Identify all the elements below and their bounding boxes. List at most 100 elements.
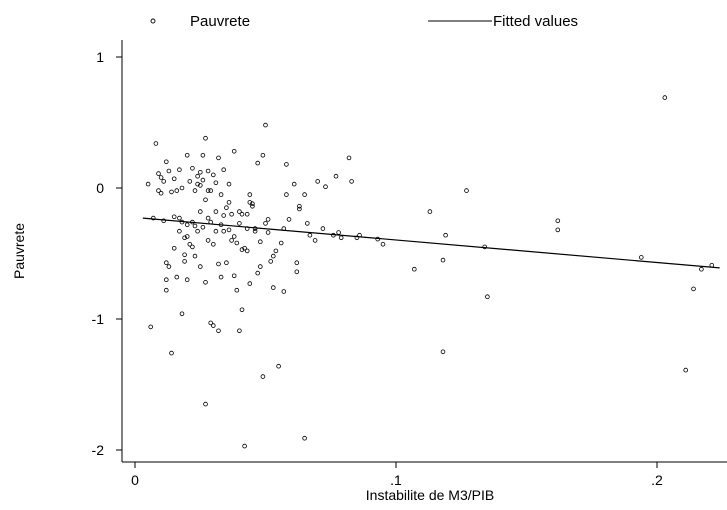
scatter-point xyxy=(247,192,253,197)
scatter-point xyxy=(177,167,182,173)
scatter-point xyxy=(164,277,169,283)
scatter-point xyxy=(205,215,211,221)
scatter-point xyxy=(239,247,245,252)
scatter-point xyxy=(169,350,174,356)
scatter-point xyxy=(247,200,253,205)
scatter-point xyxy=(237,328,242,334)
legend-label-pauvrete: Pauvrete xyxy=(190,13,250,30)
scatter-point xyxy=(184,153,190,158)
fitted-values-line xyxy=(142,217,720,269)
scatter-point xyxy=(683,367,688,373)
scatter-point xyxy=(226,227,232,233)
scatter-point xyxy=(174,274,180,280)
scatter-point xyxy=(349,179,354,184)
scatter-point xyxy=(161,218,167,224)
scatter-point xyxy=(263,122,268,128)
scatter-point xyxy=(250,201,255,207)
y-tick-label: 0 xyxy=(96,180,104,196)
scatter-point xyxy=(231,234,237,239)
scatter-point xyxy=(255,270,261,276)
scatter-point xyxy=(284,192,289,197)
scatter-point xyxy=(443,232,448,238)
scatter-point xyxy=(211,242,216,247)
scatter-point xyxy=(291,181,297,187)
scatter-point xyxy=(380,242,386,247)
scatter-point xyxy=(270,253,276,259)
scatter-point xyxy=(177,228,182,234)
scatter-point xyxy=(346,155,352,161)
scatter-point xyxy=(485,294,490,300)
scatter-point xyxy=(411,266,417,272)
scatter-point xyxy=(257,239,263,245)
scatter-point xyxy=(229,238,234,243)
scatter-point xyxy=(148,324,154,330)
scatter-point xyxy=(171,246,177,251)
scatter-point xyxy=(234,287,240,293)
scatter-point xyxy=(192,188,198,193)
scatter-point xyxy=(307,232,313,238)
scatter-point xyxy=(161,179,167,184)
scatter-point xyxy=(158,175,164,180)
scatter-point xyxy=(338,235,344,241)
scatter-point xyxy=(177,215,182,221)
scatter-point xyxy=(244,248,250,254)
scatter-point xyxy=(336,230,341,235)
scatter-point xyxy=(257,264,263,269)
legend: Pauvrete Fitted values xyxy=(150,13,578,30)
scatter-point xyxy=(164,287,169,293)
scatter-point xyxy=(226,181,232,187)
legend-label-fitted: Fitted values xyxy=(493,13,578,30)
scatter-point xyxy=(297,204,302,209)
scatter-point xyxy=(286,217,292,222)
scatter-point xyxy=(273,248,279,254)
y-tick-label: -1 xyxy=(92,311,105,327)
x-axis-title: Instabilite de M3/PIB xyxy=(366,487,494,503)
scatter-point xyxy=(195,181,200,187)
scatter-point xyxy=(270,285,276,290)
scatter-point xyxy=(231,273,237,279)
scatter-point xyxy=(218,192,224,197)
scatter-point xyxy=(200,153,206,158)
scatter-point xyxy=(252,226,258,231)
scatter-point xyxy=(205,238,211,243)
scatter-point xyxy=(174,188,180,193)
scatter-point xyxy=(276,363,281,369)
scatter-point xyxy=(216,155,221,161)
scatter-point xyxy=(354,235,360,241)
scatter-point xyxy=(182,259,187,264)
scatter-point xyxy=(198,209,203,214)
scatter-point xyxy=(638,255,644,260)
scatter-point xyxy=(699,266,704,272)
scatter-point xyxy=(182,252,187,258)
scatter-point xyxy=(208,320,214,326)
scatter-point xyxy=(169,189,174,195)
x-tick-label: 0 xyxy=(131,472,139,488)
scatter-point xyxy=(440,349,446,355)
scatter-point xyxy=(184,234,190,239)
scatter-point xyxy=(187,242,193,247)
scatter-point xyxy=(151,215,156,221)
scatter-point xyxy=(171,176,177,182)
scatter-point xyxy=(213,228,219,234)
scatter-point xyxy=(182,235,187,241)
scatter-point xyxy=(229,211,234,217)
scatter-point xyxy=(179,311,185,317)
scatter-point xyxy=(179,185,185,191)
x-tick-label: .2 xyxy=(651,472,663,488)
scatter-point xyxy=(268,259,274,264)
scatter-point xyxy=(171,214,177,220)
y-tick-label: 1 xyxy=(96,49,104,65)
scatter-point xyxy=(198,170,203,175)
scatter-point xyxy=(211,172,216,178)
scatter-point xyxy=(231,149,237,154)
scatter-point xyxy=(205,188,211,193)
scatter-point xyxy=(224,260,229,266)
scatter-point xyxy=(255,160,261,166)
scatter-point xyxy=(263,221,268,226)
scatter-point xyxy=(224,205,229,211)
scatter-point xyxy=(315,179,321,184)
scatter-point xyxy=(203,135,208,141)
scatter-point xyxy=(203,197,208,203)
scatter-point xyxy=(234,240,240,246)
